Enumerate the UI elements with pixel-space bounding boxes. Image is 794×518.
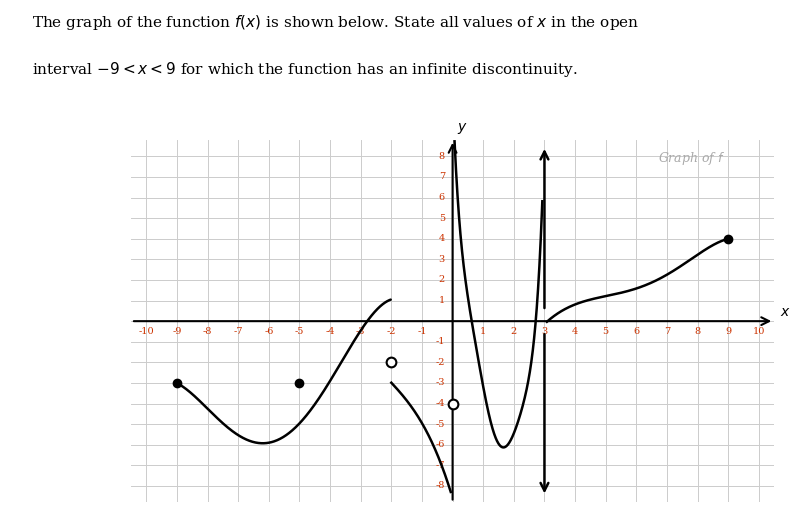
- Text: 10: 10: [753, 327, 765, 336]
- Text: 5: 5: [439, 213, 445, 223]
- Text: -1: -1: [417, 327, 426, 336]
- Text: 3: 3: [542, 327, 548, 336]
- Text: 4: 4: [572, 327, 578, 336]
- Text: 7: 7: [438, 172, 445, 181]
- Text: Graph of $f$: Graph of $f$: [657, 150, 725, 167]
- Text: -4: -4: [435, 399, 445, 408]
- Text: 6: 6: [439, 193, 445, 202]
- Text: -4: -4: [326, 327, 335, 336]
- Text: The graph of the function $f(x)$ is shown below. State all values of $x$ in the : The graph of the function $f(x)$ is show…: [32, 13, 639, 32]
- Text: 5: 5: [603, 327, 609, 336]
- Text: 8: 8: [695, 327, 700, 336]
- Text: -8: -8: [203, 327, 212, 336]
- Text: $x$: $x$: [781, 305, 791, 319]
- Text: -6: -6: [264, 327, 273, 336]
- Text: $y$: $y$: [457, 121, 468, 136]
- Text: -6: -6: [436, 440, 445, 449]
- Text: 7: 7: [664, 327, 670, 336]
- Text: -1: -1: [435, 337, 445, 346]
- Text: -7: -7: [435, 461, 445, 470]
- Text: -5: -5: [436, 420, 445, 429]
- Text: 2: 2: [438, 276, 445, 284]
- Text: -10: -10: [138, 327, 154, 336]
- Text: 3: 3: [438, 255, 445, 264]
- Text: 1: 1: [438, 296, 445, 305]
- Text: -7: -7: [233, 327, 243, 336]
- Text: 9: 9: [725, 327, 731, 336]
- Text: 4: 4: [438, 234, 445, 243]
- Text: 2: 2: [511, 327, 517, 336]
- Text: -3: -3: [356, 327, 365, 336]
- Text: -3: -3: [435, 379, 445, 387]
- Text: 1: 1: [480, 327, 487, 336]
- Text: -9: -9: [172, 327, 182, 336]
- Text: -2: -2: [435, 358, 445, 367]
- Text: 8: 8: [439, 152, 445, 161]
- Text: 6: 6: [634, 327, 639, 336]
- Text: -8: -8: [436, 481, 445, 491]
- Text: interval $-9 < x < 9$ for which the function has an infinite discontinuity.: interval $-9 < x < 9$ for which the func…: [32, 60, 577, 79]
- Text: -2: -2: [387, 327, 396, 336]
- Text: -5: -5: [295, 327, 304, 336]
